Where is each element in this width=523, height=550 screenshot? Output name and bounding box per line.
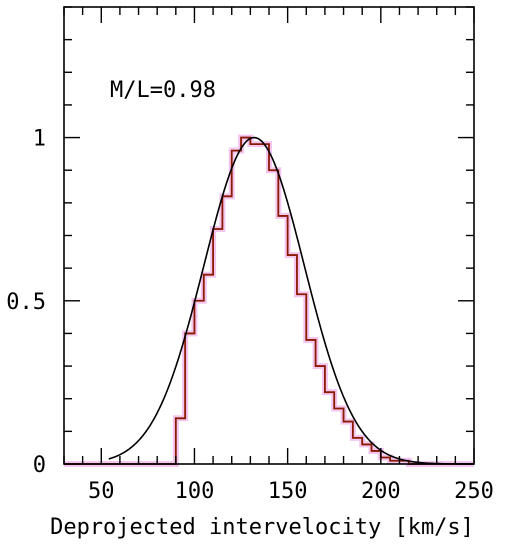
y-tick-label: 1 <box>33 127 46 152</box>
y-tick-label: 0.5 <box>6 290 46 315</box>
x-tick-labels: 50 100 150 200 250 <box>88 479 494 504</box>
plot-area <box>64 134 475 467</box>
ml-ratio-annotation: M/L=0.98 <box>110 78 216 103</box>
gaussian-model-curve <box>108 136 475 465</box>
plot-frame <box>63 6 475 465</box>
x-axis-label: Deprojected intervelocity [km/s] <box>50 515 474 540</box>
x-tick-label: 250 <box>454 479 494 504</box>
x-tick-label: 100 <box>175 479 215 504</box>
x-tick-label: 50 <box>88 479 115 504</box>
y-tick-labels: 00.51 <box>6 127 46 478</box>
histogram-series <box>64 136 474 465</box>
x-tick-label: 200 <box>361 479 401 504</box>
axis-ticks <box>63 6 475 465</box>
histogram-halo <box>64 134 474 467</box>
x-tick-label: 150 <box>268 479 308 504</box>
y-tick-label: 0 <box>33 453 46 478</box>
